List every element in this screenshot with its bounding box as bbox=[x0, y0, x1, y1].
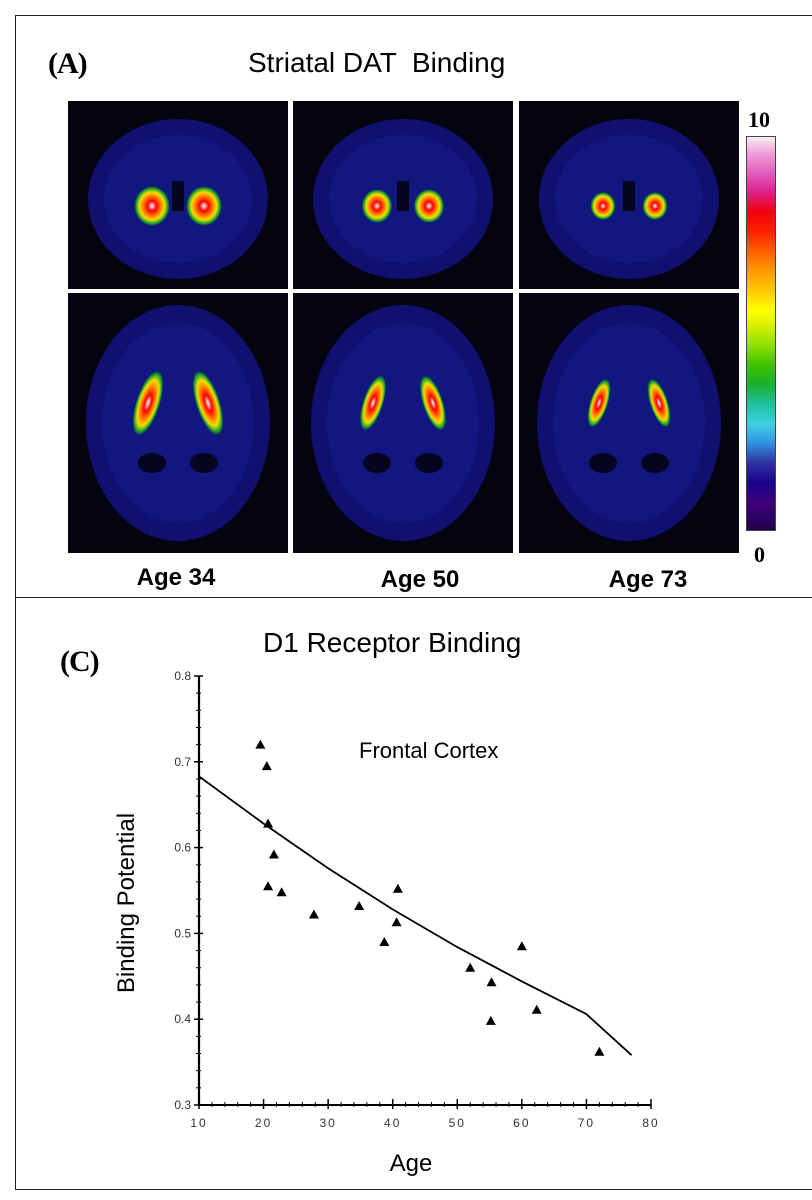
panel-divider bbox=[15, 597, 812, 598]
age-label-73: Age 73 bbox=[608, 566, 688, 593]
panel-a-letter: (A) bbox=[48, 47, 88, 80]
x-tick-label: 50 bbox=[449, 1116, 466, 1130]
x-tick-label: 20 bbox=[255, 1116, 272, 1130]
panel-c-title: D1 Receptor Binding bbox=[263, 627, 522, 658]
striatum-left bbox=[132, 370, 164, 436]
data-point bbox=[485, 1015, 496, 1025]
data-point bbox=[516, 941, 527, 951]
data-point bbox=[486, 977, 497, 987]
striatum-right bbox=[642, 192, 668, 220]
y-tick-label: 0.6 bbox=[174, 841, 191, 855]
colorbar-max-label: 10 bbox=[748, 107, 770, 132]
data-point bbox=[263, 818, 274, 828]
y-tick-label: 0.4 bbox=[174, 1012, 191, 1026]
panel-a-title: Striatal DAT Binding bbox=[248, 47, 506, 78]
data-point bbox=[276, 887, 287, 897]
striatum-left bbox=[361, 189, 393, 223]
y-axis-label: Binding Potential bbox=[113, 813, 140, 993]
brain-scan-axial-age50 bbox=[293, 293, 513, 553]
striatum-right bbox=[413, 189, 445, 223]
y-tick-label: 0.5 bbox=[174, 926, 191, 940]
figure-frame bbox=[15, 15, 812, 1190]
striatum-left bbox=[134, 186, 170, 226]
x-tick-label: 60 bbox=[513, 1116, 530, 1130]
data-point bbox=[261, 761, 272, 771]
age-label-50: Age 50 bbox=[380, 566, 460, 593]
data-point bbox=[379, 936, 390, 946]
data-point bbox=[263, 881, 274, 891]
colorbar-min-label: 0 bbox=[754, 542, 765, 567]
striatum-right bbox=[647, 378, 671, 428]
data-point bbox=[391, 917, 402, 927]
brain-scan-coronal-age73 bbox=[519, 101, 739, 289]
brain-scan-coronal-age50 bbox=[293, 101, 513, 289]
y-tick-label: 0.7 bbox=[174, 755, 191, 769]
striatum-left bbox=[359, 375, 387, 431]
striatum-left bbox=[590, 192, 616, 220]
data-point bbox=[465, 962, 476, 972]
x-axis-label: Age bbox=[390, 1150, 433, 1177]
x-tick-label: 10 bbox=[190, 1116, 207, 1130]
data-point bbox=[308, 909, 319, 919]
brain-scan-axial-age34 bbox=[68, 293, 288, 553]
x-tick-label: 70 bbox=[578, 1116, 595, 1130]
x-tick-label: 40 bbox=[384, 1116, 401, 1130]
data-point bbox=[594, 1046, 605, 1056]
x-tick-label: 80 bbox=[642, 1116, 659, 1130]
age-label-34: Age 34 bbox=[136, 564, 216, 591]
data-point bbox=[392, 883, 403, 893]
striatum-right bbox=[192, 370, 224, 436]
striatum-left bbox=[587, 378, 611, 428]
fit-curve bbox=[198, 775, 633, 1056]
data-point bbox=[354, 900, 365, 910]
striatum-right bbox=[419, 375, 447, 431]
data-point bbox=[268, 849, 279, 859]
brain-scan-grid bbox=[68, 101, 742, 553]
striatum-right bbox=[186, 186, 222, 226]
intensity-colorbar bbox=[746, 136, 776, 531]
data-point bbox=[255, 739, 266, 749]
data-point bbox=[531, 1004, 542, 1014]
y-tick-label: 0.8 bbox=[174, 669, 191, 683]
x-tick-label: 30 bbox=[319, 1116, 336, 1130]
y-tick-label: 0.3 bbox=[174, 1098, 191, 1112]
brain-scan-coronal-age34 bbox=[68, 101, 288, 289]
panel-c-letter: (C) bbox=[60, 645, 100, 678]
region-annotation: Frontal Cortex bbox=[359, 738, 498, 763]
brain-scan-axial-age73 bbox=[519, 293, 739, 553]
